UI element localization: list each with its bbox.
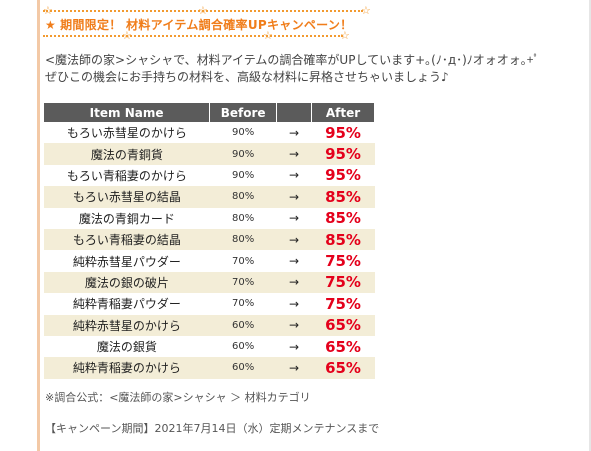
arrow-right-icon: →: [276, 293, 312, 315]
table-row: 純粋青稲妻のかけら 60% → 65%: [44, 357, 375, 379]
table-row: もろい赤彗星の結晶 80% → 85%: [44, 186, 375, 208]
formula-note: ※調合公式：<魔法師の家>シャシャ ＞ 材料カテゴリ: [45, 391, 311, 404]
campaign-banner: ☆ ☆ ☆ ★ 期間限定！ 材料アイテム調合確率UPキャンペーン！ ☆ ☆ ☆: [43, 3, 373, 41]
arrow-right-icon: →: [276, 143, 312, 165]
table-row: 魔法の青銅カード 80% → 85%: [44, 207, 375, 229]
star-icon: ☆: [361, 4, 371, 17]
arrow-right-icon: →: [276, 186, 312, 208]
table-row: もろい青稲妻の結晶 80% → 85%: [44, 228, 375, 251]
rate-after: 95%: [311, 122, 375, 144]
star-icon: ☆: [43, 4, 53, 17]
item-name: もろい赤彗星のかけら: [44, 122, 210, 144]
star-icon: ☆: [340, 29, 350, 42]
rate-after: 85%: [311, 228, 375, 251]
arrow-right-icon: →: [276, 271, 312, 294]
rate-before: 70%: [209, 271, 277, 294]
arrow-right-icon: →: [276, 335, 312, 358]
rate-after: 75%: [311, 250, 375, 272]
rate-before: 60%: [209, 357, 277, 379]
rate-after: 65%: [311, 314, 375, 336]
rate-before: 60%: [209, 314, 277, 336]
table-row: 魔法の青銅貨 90% → 95%: [44, 143, 375, 165]
header-before: Before: [209, 103, 278, 122]
item-name: もろい青稲妻のかけら: [44, 164, 210, 187]
rate-before: 60%: [209, 335, 277, 358]
table-row: 純粋赤彗星のかけら 60% → 65%: [44, 314, 375, 336]
item-name: 魔法の青銅貨: [44, 143, 210, 165]
rate-before: 80%: [209, 207, 277, 229]
table-header-row: Item Name Before After: [44, 103, 375, 122]
rate-before: 90%: [209, 164, 277, 187]
intro-line-1: <魔法師の家>シャシャで、材料アイテムの調合確率がUPしています+｡(ﾉ･д･)…: [45, 53, 540, 67]
table-row: もろい赤彗星のかけら 90% → 95%: [44, 122, 375, 144]
star-icon: ☆: [122, 29, 132, 42]
banner-dotted-line-bottom: [43, 35, 343, 37]
rates-table: Item Name Before After もろい赤彗星のかけら 90% → …: [44, 103, 375, 379]
rate-before: 80%: [209, 186, 277, 208]
rate-before: 90%: [209, 122, 277, 144]
item-name: 純粋青稲妻のかけら: [44, 357, 210, 379]
item-name: もろい青稲妻の結晶: [44, 228, 210, 251]
right-border-rule: [589, 0, 591, 451]
rate-after: 65%: [311, 357, 375, 379]
banner-title: ★ 期間限定！ 材料アイテム調合確率UPキャンペーン！: [45, 16, 352, 33]
banner-dotted-line-top: [43, 10, 363, 12]
table-row: 純粋青稲妻パウダー 70% → 75%: [44, 293, 375, 315]
item-name: 魔法の銀の破片: [44, 271, 210, 294]
table-row: もろい青稲妻のかけら 90% → 95%: [44, 164, 375, 187]
rate-before: 70%: [209, 250, 277, 272]
item-name: 純粋赤彗星パウダー: [44, 250, 210, 272]
rate-after: 75%: [311, 271, 375, 294]
intro-line-2: ぜひこの機会にお手持ちの材料を、高級な材料に昇格させちゃいましょう♪: [45, 70, 449, 84]
arrow-right-icon: →: [276, 122, 312, 144]
rate-before: 70%: [209, 293, 277, 315]
item-name: 純粋赤彗星のかけら: [44, 314, 210, 336]
rate-before: 90%: [209, 143, 277, 165]
header-item-name: Item Name: [44, 103, 211, 122]
star-icon: ☆: [263, 29, 273, 42]
item-name: 純粋青稲妻パウダー: [44, 293, 210, 315]
arrow-right-icon: →: [276, 314, 312, 336]
table-row: 純粋赤彗星パウダー 70% → 75%: [44, 250, 375, 272]
item-name: もろい赤彗星の結晶: [44, 186, 210, 208]
item-name: 魔法の青銅カード: [44, 207, 210, 229]
header-arrow: [276, 103, 313, 122]
rate-after: 85%: [311, 207, 375, 229]
left-border-rule: [37, 0, 40, 451]
banner-title-text: 期間限定！ 材料アイテム調合確率UPキャンペーン！: [60, 18, 353, 32]
rate-before: 80%: [209, 228, 277, 251]
arrow-right-icon: →: [276, 164, 312, 187]
item-name: 魔法の銀貨: [44, 335, 210, 358]
intro-text: <魔法師の家>シャシャで、材料アイテムの調合確率がUPしています+｡(ﾉ･д･)…: [45, 52, 539, 86]
rate-after: 95%: [311, 143, 375, 165]
arrow-right-icon: →: [276, 250, 312, 272]
rate-after: 85%: [311, 186, 375, 208]
rate-after: 75%: [311, 293, 375, 315]
arrow-right-icon: →: [276, 228, 312, 251]
rate-after: 65%: [311, 335, 375, 358]
header-after: After: [311, 103, 375, 122]
table-row: 魔法の銀貨 60% → 65%: [44, 335, 375, 358]
arrow-right-icon: →: [276, 207, 312, 229]
campaign-period: 【キャンペーン期間】2021年7月14日（水）定期メンテナンスまで: [45, 422, 380, 435]
rate-after: 95%: [311, 164, 375, 187]
star-icon: ☆: [198, 4, 208, 17]
star-filled-icon: ★: [45, 18, 57, 32]
arrow-right-icon: →: [276, 357, 312, 379]
table-row: 魔法の銀の破片 70% → 75%: [44, 271, 375, 294]
